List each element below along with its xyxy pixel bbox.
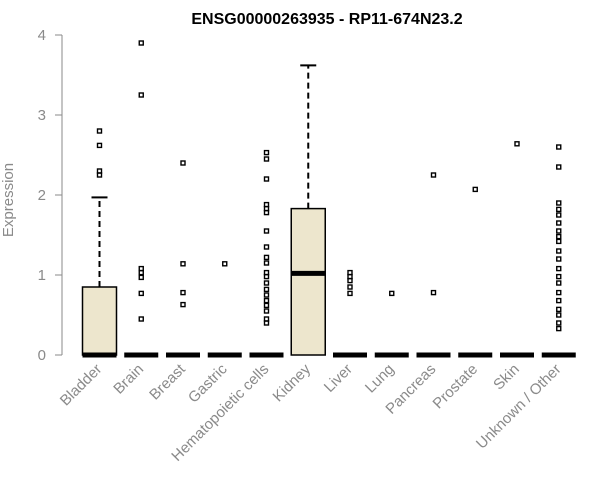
box bbox=[81, 286, 118, 356]
x-tick-label: Liver bbox=[321, 361, 356, 396]
box-group bbox=[249, 149, 284, 358]
outlier-point bbox=[96, 142, 103, 149]
outlier-point bbox=[263, 201, 270, 208]
outlier-point bbox=[430, 172, 437, 178]
outlier-point bbox=[556, 212, 562, 218]
outlier-point bbox=[263, 244, 270, 250]
outlier-point bbox=[180, 261, 186, 267]
outlier-point bbox=[430, 289, 437, 296]
outlier-point bbox=[138, 316, 144, 322]
outlier-point bbox=[222, 261, 228, 267]
outlier-point bbox=[556, 312, 562, 318]
outlier-point bbox=[556, 280, 562, 286]
x-tick-label: Lung bbox=[362, 361, 398, 397]
box-group bbox=[333, 269, 367, 358]
outlier-point bbox=[556, 325, 562, 332]
outlier-point bbox=[263, 156, 270, 162]
y-axis-label: Expression bbox=[0, 163, 17, 237]
y-tick-label: 2 bbox=[38, 187, 46, 204]
outlier-point bbox=[138, 290, 144, 297]
outlier-point bbox=[180, 289, 186, 296]
y-tick-label: 0 bbox=[38, 347, 46, 364]
box-group bbox=[166, 160, 200, 358]
outlier-point bbox=[263, 260, 270, 266]
outlier-point bbox=[556, 206, 562, 213]
outlier-point bbox=[556, 256, 562, 262]
outlier-point bbox=[556, 144, 562, 150]
boxes bbox=[81, 40, 576, 358]
outlier-point bbox=[263, 254, 270, 261]
outlier-point bbox=[514, 141, 520, 147]
outlier-point bbox=[138, 265, 144, 272]
outlier-point bbox=[180, 160, 186, 166]
outlier-point bbox=[472, 186, 478, 193]
outlier-point bbox=[389, 290, 395, 297]
x-tick-label: Kidney bbox=[270, 360, 315, 405]
chart-title: ENSG00000263935 - RP11-674N23.2 bbox=[191, 11, 462, 28]
outlier-point bbox=[347, 284, 353, 290]
y-tick-label: 3 bbox=[38, 107, 46, 124]
y-tick-label: 1 bbox=[38, 267, 46, 284]
outlier-point bbox=[556, 320, 562, 326]
outlier-point bbox=[263, 316, 270, 322]
box-group bbox=[500, 141, 534, 358]
x-tick-label: Skin bbox=[490, 361, 523, 394]
outlier-point bbox=[556, 306, 562, 313]
outlier-point bbox=[263, 149, 270, 156]
outlier-point bbox=[556, 220, 562, 226]
box-group bbox=[207, 261, 242, 358]
outlier-point bbox=[96, 168, 103, 174]
outlier-point bbox=[556, 248, 562, 254]
outlier-point bbox=[263, 176, 270, 182]
outlier-point bbox=[556, 164, 562, 170]
outlier-point bbox=[556, 233, 562, 240]
x-tick-label: Prostate bbox=[430, 361, 482, 413]
box-group bbox=[290, 64, 326, 356]
outlier-point bbox=[180, 301, 186, 308]
x-tick-label: Bladder bbox=[57, 361, 106, 410]
outlier-point bbox=[96, 128, 103, 134]
outlier-point bbox=[347, 269, 353, 276]
outlier-point bbox=[556, 297, 562, 304]
outlier-point bbox=[263, 302, 270, 309]
box-group bbox=[81, 128, 118, 358]
outlier-point bbox=[138, 92, 144, 98]
outlier-point bbox=[556, 273, 562, 280]
outlier-point bbox=[263, 292, 270, 298]
outlier-point bbox=[263, 269, 270, 276]
x-tick-label: Brain bbox=[110, 361, 147, 398]
y-tick-label: 4 bbox=[38, 27, 46, 44]
box-group bbox=[124, 40, 159, 358]
outlier-point bbox=[263, 308, 270, 314]
outlier-point bbox=[556, 228, 562, 234]
outlier-point bbox=[263, 228, 270, 234]
box-group bbox=[458, 186, 493, 358]
x-tick-label: Breast bbox=[146, 360, 189, 403]
box-group bbox=[416, 172, 451, 358]
y-axis-ticks: 0 1 2 3 4 bbox=[38, 27, 62, 364]
outlier-point bbox=[556, 265, 562, 272]
box-group bbox=[541, 144, 576, 358]
outlier-point bbox=[263, 280, 270, 286]
outlier-point bbox=[138, 274, 144, 281]
box-group bbox=[374, 290, 409, 358]
box bbox=[290, 207, 326, 356]
outlier-point bbox=[138, 40, 144, 46]
outlier-point bbox=[263, 297, 270, 304]
outlier-point bbox=[556, 238, 562, 245]
outlier-point bbox=[263, 286, 270, 293]
outlier-point bbox=[347, 290, 353, 297]
outlier-point bbox=[556, 200, 562, 206]
outlier-point bbox=[556, 289, 562, 296]
